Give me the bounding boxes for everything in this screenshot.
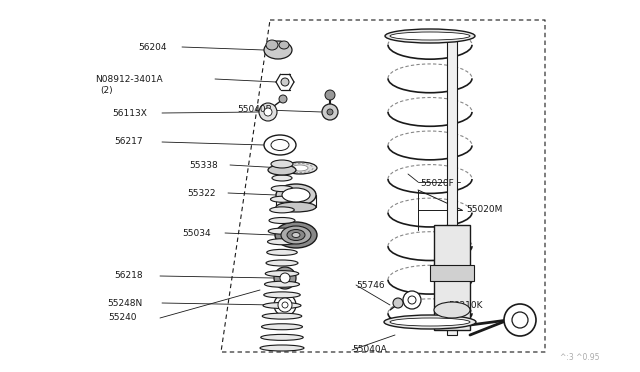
- Circle shape: [408, 296, 416, 304]
- Text: 55034: 55034: [182, 228, 211, 237]
- Text: 55040B: 55040B: [237, 106, 272, 115]
- Ellipse shape: [271, 160, 293, 168]
- Circle shape: [327, 109, 333, 115]
- Ellipse shape: [263, 302, 301, 308]
- Ellipse shape: [268, 228, 296, 234]
- Ellipse shape: [287, 230, 305, 241]
- Ellipse shape: [279, 41, 289, 49]
- Ellipse shape: [272, 175, 292, 181]
- Ellipse shape: [283, 162, 317, 174]
- Text: 55020M: 55020M: [466, 205, 502, 215]
- Ellipse shape: [434, 302, 470, 318]
- Ellipse shape: [264, 292, 300, 298]
- Circle shape: [512, 312, 528, 328]
- Ellipse shape: [266, 40, 278, 50]
- Text: 56113X: 56113X: [112, 109, 147, 118]
- Ellipse shape: [282, 188, 310, 202]
- Bar: [430, 265, 474, 281]
- Text: 56210K: 56210K: [448, 301, 483, 310]
- Circle shape: [403, 291, 421, 309]
- Circle shape: [281, 78, 289, 86]
- Ellipse shape: [384, 315, 476, 329]
- Ellipse shape: [264, 41, 292, 59]
- Ellipse shape: [390, 32, 470, 40]
- Ellipse shape: [271, 186, 292, 192]
- Ellipse shape: [281, 226, 311, 244]
- Circle shape: [280, 273, 290, 283]
- Text: 55020F: 55020F: [420, 179, 454, 187]
- Ellipse shape: [390, 318, 470, 326]
- Text: 56204: 56204: [138, 42, 166, 51]
- Ellipse shape: [271, 196, 294, 202]
- Text: 56218: 56218: [114, 272, 143, 280]
- Ellipse shape: [268, 239, 296, 245]
- Circle shape: [322, 104, 338, 120]
- Ellipse shape: [262, 313, 301, 319]
- Text: 55746: 55746: [356, 280, 385, 289]
- Circle shape: [259, 103, 277, 121]
- Ellipse shape: [269, 207, 294, 213]
- Ellipse shape: [271, 140, 289, 151]
- Ellipse shape: [264, 281, 300, 287]
- Ellipse shape: [260, 345, 304, 351]
- Ellipse shape: [265, 270, 299, 277]
- Text: 56217: 56217: [114, 138, 143, 147]
- Text: 55248N: 55248N: [107, 298, 142, 308]
- Ellipse shape: [385, 29, 475, 43]
- Circle shape: [325, 90, 335, 100]
- Ellipse shape: [268, 165, 296, 175]
- Circle shape: [274, 267, 296, 289]
- Ellipse shape: [275, 222, 317, 248]
- Ellipse shape: [269, 218, 295, 224]
- Ellipse shape: [264, 135, 296, 155]
- Circle shape: [264, 108, 272, 116]
- Ellipse shape: [292, 165, 308, 171]
- Text: 55338: 55338: [189, 160, 218, 170]
- Bar: [434, 225, 470, 330]
- Text: (2): (2): [100, 87, 113, 96]
- Circle shape: [279, 95, 287, 103]
- Bar: [447, 36, 457, 335]
- Ellipse shape: [276, 202, 316, 212]
- Ellipse shape: [267, 249, 297, 255]
- Circle shape: [393, 298, 403, 308]
- Text: N08912-3401A: N08912-3401A: [95, 74, 163, 83]
- Text: ^:3 ^0.95: ^:3 ^0.95: [560, 353, 600, 362]
- Circle shape: [278, 298, 292, 312]
- Ellipse shape: [260, 334, 303, 340]
- Circle shape: [504, 304, 536, 336]
- Text: 55322: 55322: [187, 189, 216, 198]
- Circle shape: [274, 294, 296, 316]
- Circle shape: [282, 302, 288, 308]
- Ellipse shape: [266, 260, 298, 266]
- Text: 55040A: 55040A: [352, 346, 387, 355]
- Ellipse shape: [292, 232, 300, 237]
- Ellipse shape: [276, 184, 316, 206]
- Ellipse shape: [262, 324, 303, 330]
- Text: 55240: 55240: [108, 314, 136, 323]
